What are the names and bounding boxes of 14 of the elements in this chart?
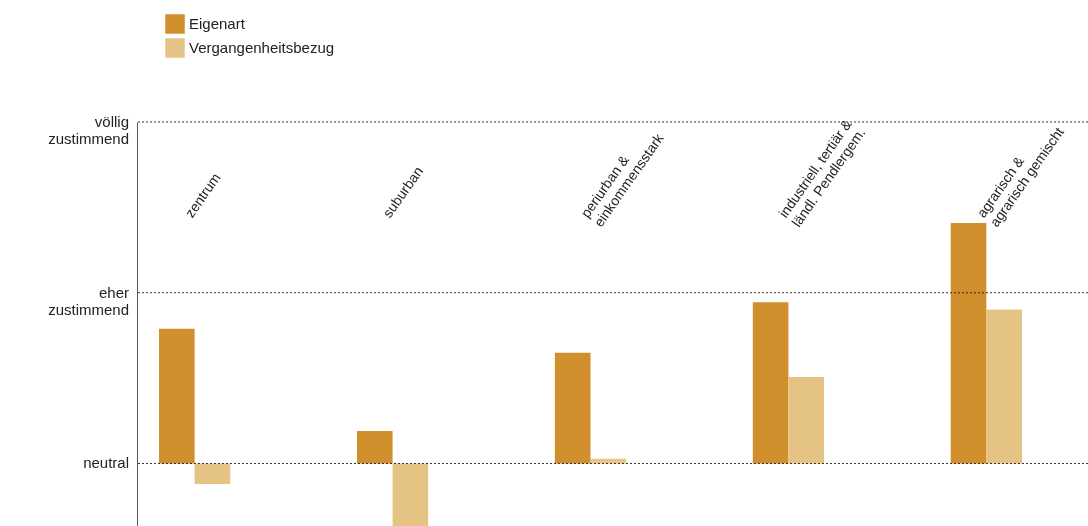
bar xyxy=(554,352,591,464)
bar xyxy=(752,302,789,464)
bar xyxy=(392,463,429,526)
ref-line-label: völlig zustimmend xyxy=(48,113,129,147)
bar xyxy=(950,223,987,464)
bar xyxy=(356,431,393,464)
bar xyxy=(159,328,195,464)
bar xyxy=(788,376,825,464)
bar xyxy=(194,463,231,484)
legend-label: Eigenart xyxy=(189,15,246,32)
ref-line-label: eher zustimmend xyxy=(48,283,129,318)
ref-line-label: neutral xyxy=(83,454,129,472)
legend-label: Vergangenheitsbezug xyxy=(189,39,335,56)
bar xyxy=(986,309,1022,464)
